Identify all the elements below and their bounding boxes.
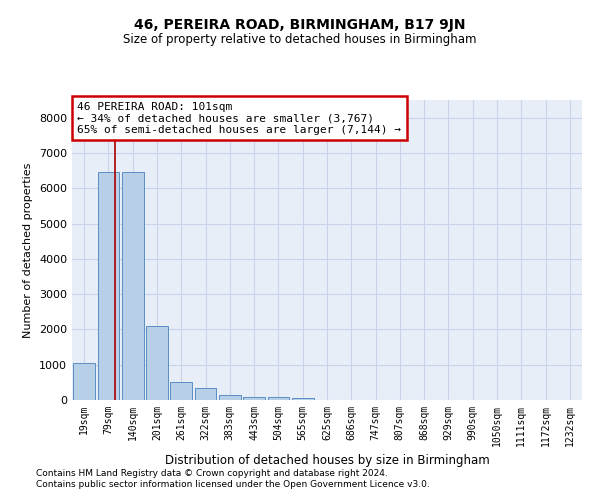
Text: Size of property relative to detached houses in Birmingham: Size of property relative to detached ho…: [123, 32, 477, 46]
Text: Contains public sector information licensed under the Open Government Licence v3: Contains public sector information licen…: [36, 480, 430, 489]
Bar: [268, 398, 289, 400]
Text: 46 PEREIRA ROAD: 101sqm
← 34% of detached houses are smaller (3,767)
65% of semi: 46 PEREIRA ROAD: 101sqm ← 34% of detache…: [77, 102, 401, 134]
Y-axis label: Number of detached properties: Number of detached properties: [23, 162, 34, 338]
Bar: [97, 172, 119, 400]
Bar: [243, 398, 265, 400]
Text: 46, PEREIRA ROAD, BIRMINGHAM, B17 9JN: 46, PEREIRA ROAD, BIRMINGHAM, B17 9JN: [134, 18, 466, 32]
Bar: [73, 363, 95, 400]
Bar: [194, 388, 217, 400]
Text: Contains HM Land Registry data © Crown copyright and database right 2024.: Contains HM Land Registry data © Crown c…: [36, 468, 388, 477]
Bar: [219, 396, 241, 400]
Bar: [122, 172, 143, 400]
Bar: [170, 382, 192, 400]
X-axis label: Distribution of detached houses by size in Birmingham: Distribution of detached houses by size …: [164, 454, 490, 468]
Bar: [292, 398, 314, 400]
Bar: [146, 326, 168, 400]
